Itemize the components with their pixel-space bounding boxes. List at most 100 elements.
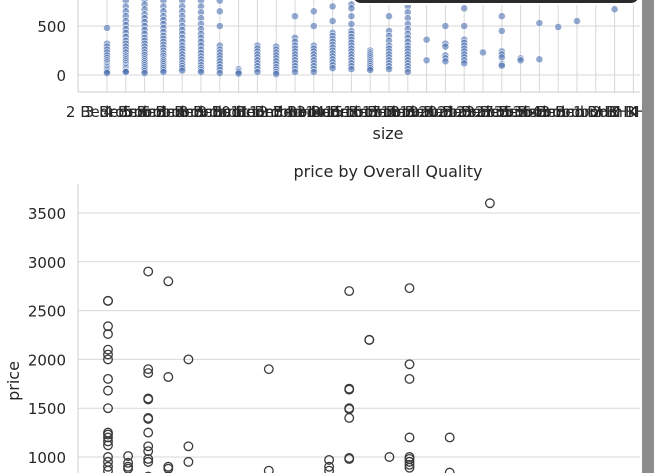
bottom-scatter-point <box>183 456 194 467</box>
bottom-scatter-point <box>103 354 113 365</box>
top-scatter-point <box>215 7 224 16</box>
top-scatter-point <box>460 59 469 68</box>
top-scatter-point <box>103 69 111 77</box>
top-scatter-point <box>610 5 619 14</box>
bottom-y-tick-label: 3000 <box>28 254 66 272</box>
bottom-scatter-point <box>103 321 113 332</box>
top-scatter-point <box>497 26 506 35</box>
bottom-scatter-point <box>324 454 335 465</box>
top-x-tick-label: 3 Bedroom <box>85 103 167 121</box>
top-x-tick-label: 1 Bedroom <box>160 103 242 121</box>
top-scatter-point <box>497 12 506 21</box>
bottom-scatter-point <box>103 344 113 355</box>
top-chart-plot-area <box>78 0 640 92</box>
top-x-tick-label: 1 BHK <box>573 103 620 121</box>
top-x-tick-label: 11 Bedroom <box>230 103 322 121</box>
top-x-tick-label: 21 Bedroom <box>437 103 529 121</box>
top-x-tick-label: 27 Bedroom <box>475 103 567 121</box>
top-x-tick-label: 2 BHK <box>592 103 639 121</box>
bottom-scatter-point <box>143 454 154 464</box>
top-scatter-point <box>535 19 544 27</box>
top-scatter-point <box>328 2 337 11</box>
top-chart-xlabel: size <box>372 124 403 143</box>
top-scatter-point <box>347 20 356 28</box>
bottom-scatter-point <box>143 394 154 405</box>
top-x-tick-label: 14 Bedroom <box>306 103 398 121</box>
bottom-y-tick-label: 2000 <box>28 351 66 369</box>
bottom-scatter-point <box>103 465 113 473</box>
bottom-scatter-point <box>103 329 113 339</box>
top-x-tick-label: 16 Bedroom <box>343 103 435 121</box>
top-scatter-point <box>366 66 375 74</box>
top-y-tick-label: 0 <box>56 67 66 85</box>
bottom-scatter-point <box>143 441 154 452</box>
top-scatter-point <box>103 24 111 32</box>
bottom-scatter-point <box>404 359 415 370</box>
bottom-scatter-point <box>163 276 174 287</box>
bottom-scatter-point <box>183 354 194 365</box>
top-scatter-point <box>272 70 281 78</box>
bottom-scatter-point <box>103 432 113 443</box>
bottom-scatter-point <box>164 471 172 473</box>
bottom-scatter-point <box>404 373 415 384</box>
top-scatter-point <box>554 23 563 31</box>
top-x-tick-label: 36 Bedroom <box>512 103 604 121</box>
top-scatter-point <box>441 22 450 30</box>
top-scatter-point <box>121 68 130 76</box>
bottom-scatter-point <box>444 467 455 473</box>
top-scatter-point <box>309 22 318 30</box>
bottom-scatter-point <box>143 427 154 438</box>
top-scatter-point <box>347 12 356 21</box>
bottom-scatter-point <box>404 462 415 473</box>
top-scatter-point <box>385 65 393 74</box>
bottom-scatter-point <box>103 461 113 472</box>
bottom-chart: price by Overall Quality 1000 1500 2000 250… <box>4 162 640 473</box>
top-scatter-point <box>159 68 168 76</box>
bottom-scatter-point <box>324 461 335 472</box>
top-scatter-point <box>403 68 412 76</box>
bottom-scatter-point <box>404 432 415 443</box>
bottom-scatter-point <box>484 198 495 209</box>
bottom-scatter-point <box>344 454 355 464</box>
bottom-scatter-point <box>263 465 274 473</box>
bottom-scatter-point <box>364 334 375 345</box>
top-x-tick-label: 17 Bedroom <box>362 103 454 121</box>
bottom-scatter-point <box>123 463 134 473</box>
top-x-tick-label: 10 Bedroom <box>212 103 304 121</box>
bottom-scatter-point <box>103 385 113 396</box>
bottom-scatter-point <box>344 384 355 395</box>
top-scatter-point <box>535 55 544 64</box>
top-scatter-point <box>178 66 187 75</box>
bottom-y-tick-label: 1500 <box>28 400 66 418</box>
top-scatter-point <box>422 56 431 65</box>
top-x-tick-label: 2 Bedroom <box>66 103 148 121</box>
bottom-scatter-point <box>183 441 194 452</box>
top-x-tick-label: 22 Bedroom <box>456 103 548 121</box>
bottom-scatter-point <box>103 403 113 414</box>
bottom-chart-title: price by Overall Quality <box>293 162 482 181</box>
bottom-scatter-point <box>143 364 154 375</box>
bottom-scatter-point <box>384 452 395 462</box>
top-x-tick-label: 43 Bedroom <box>531 103 623 121</box>
top-scatter-point <box>441 57 450 66</box>
bottom-scatter-point <box>163 372 174 382</box>
top-scatter-point <box>460 4 469 13</box>
bottom-scatter-point <box>103 452 113 462</box>
bottom-scatter-point <box>143 456 154 467</box>
top-scatter-point <box>497 61 506 70</box>
bottom-chart-grid <box>78 212 640 458</box>
bottom-scatter-point <box>404 456 415 467</box>
bottom-scatter-point <box>123 457 134 468</box>
scrollbar[interactable] <box>642 0 654 473</box>
bottom-scatter-point <box>163 461 174 472</box>
bottom-scatter-point <box>404 283 415 294</box>
top-scatter-point <box>328 17 337 25</box>
bottom-scatter-point <box>263 364 274 375</box>
top-scatter-point <box>422 35 431 44</box>
top-scatter-point <box>347 4 356 13</box>
bottom-scatter-point <box>404 459 415 470</box>
bottom-y-tick-label: 1000 <box>28 449 66 467</box>
top-scatter-point <box>328 64 337 73</box>
